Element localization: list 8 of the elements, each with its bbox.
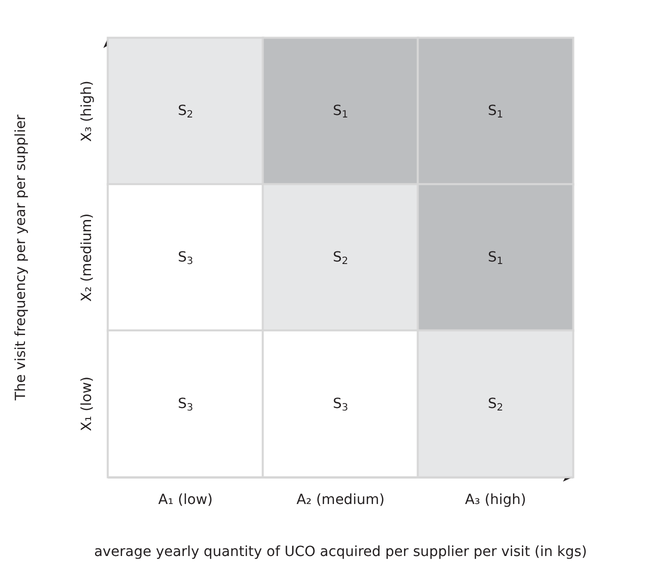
x-tick-label: A₂ (medium) [296, 492, 385, 508]
x-tick-label: A₁ (low) [158, 492, 213, 508]
y-tick-label: X₂ (medium) [79, 213, 95, 302]
y-tick-label: X₁ (low) [79, 376, 95, 432]
x-tick-label: A₃ (high) [464, 492, 526, 508]
y-tick-label: X₃ (high) [79, 80, 95, 142]
x-axis-title: average yearly quantity of UCO acquired per supplier per visit (in kgs) [94, 544, 587, 560]
y-axis-title: The visit frequency per year per supplier [13, 114, 29, 402]
